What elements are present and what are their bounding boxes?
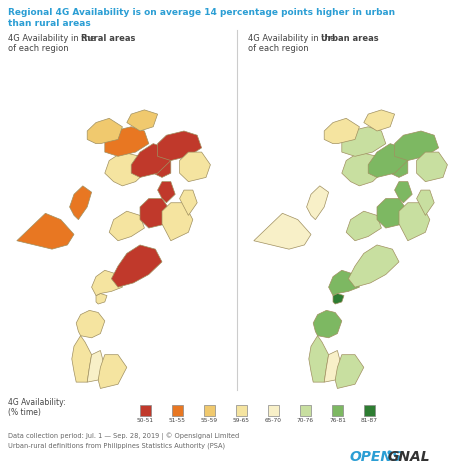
Polygon shape: [96, 293, 107, 304]
Text: 76-81: 76-81: [329, 418, 346, 422]
Polygon shape: [87, 118, 122, 144]
Polygon shape: [157, 182, 175, 203]
Text: OPENS: OPENS: [350, 450, 403, 464]
Polygon shape: [140, 199, 171, 228]
Text: of each region: of each region: [8, 44, 69, 53]
Text: 70-76: 70-76: [297, 418, 314, 422]
Text: 4G Availability:: 4G Availability:: [8, 398, 65, 407]
Bar: [268, 404, 279, 415]
Bar: [332, 404, 343, 415]
Polygon shape: [109, 211, 145, 241]
Polygon shape: [390, 156, 408, 177]
Polygon shape: [127, 110, 157, 131]
Polygon shape: [180, 190, 197, 215]
Polygon shape: [180, 152, 210, 182]
Polygon shape: [87, 350, 105, 382]
Polygon shape: [394, 131, 438, 160]
Polygon shape: [417, 190, 434, 215]
Text: 65-70: 65-70: [265, 418, 282, 422]
Text: GNAL: GNAL: [388, 450, 430, 464]
Text: Regional 4G Availability is on average 14 percentage points higher in urban: Regional 4G Availability is on average 1…: [8, 8, 395, 17]
Polygon shape: [335, 355, 364, 388]
Polygon shape: [111, 245, 162, 287]
Polygon shape: [91, 270, 122, 296]
Polygon shape: [105, 127, 149, 156]
Text: 4G Availability in the: 4G Availability in the: [248, 34, 338, 43]
Text: than rural areas: than rural areas: [8, 19, 91, 28]
Text: of each region: of each region: [248, 44, 309, 53]
Text: Data collection period: Jul. 1 — Sep. 28, 2019 | © Opensignal Limited
Urban-rura: Data collection period: Jul. 1 — Sep. 28…: [8, 432, 239, 449]
Bar: [300, 404, 311, 415]
Polygon shape: [307, 186, 328, 219]
Polygon shape: [76, 310, 105, 338]
Polygon shape: [377, 199, 408, 228]
Polygon shape: [72, 336, 91, 382]
Text: Rural areas: Rural areas: [81, 34, 136, 43]
Polygon shape: [364, 110, 394, 131]
Polygon shape: [153, 156, 171, 177]
Polygon shape: [348, 245, 399, 287]
Text: (% time): (% time): [8, 408, 41, 417]
Polygon shape: [342, 127, 386, 156]
Bar: [172, 404, 183, 415]
Text: 50-51: 50-51: [137, 418, 154, 422]
Bar: [236, 404, 247, 415]
Polygon shape: [157, 131, 201, 160]
Polygon shape: [342, 152, 386, 186]
Polygon shape: [333, 293, 344, 304]
Polygon shape: [131, 144, 171, 177]
Polygon shape: [105, 152, 149, 186]
Text: 81-87: 81-87: [361, 418, 378, 422]
Polygon shape: [368, 144, 408, 177]
Polygon shape: [254, 213, 311, 249]
Polygon shape: [346, 211, 382, 241]
Text: 4G Availability in the: 4G Availability in the: [8, 34, 98, 43]
Polygon shape: [70, 186, 91, 219]
Bar: [364, 404, 375, 415]
Polygon shape: [399, 203, 430, 241]
Text: 51-55: 51-55: [169, 418, 186, 422]
Polygon shape: [17, 213, 74, 249]
Text: 55-59: 55-59: [201, 418, 218, 422]
Polygon shape: [324, 350, 342, 382]
Polygon shape: [162, 203, 193, 241]
Polygon shape: [309, 336, 328, 382]
Polygon shape: [417, 152, 447, 182]
Polygon shape: [394, 182, 412, 203]
Polygon shape: [328, 270, 359, 296]
Bar: [204, 404, 215, 415]
Polygon shape: [98, 355, 127, 388]
Polygon shape: [324, 118, 359, 144]
Polygon shape: [313, 310, 342, 338]
Text: Urban areas: Urban areas: [321, 34, 379, 43]
Bar: [140, 404, 151, 415]
Text: 59-65: 59-65: [233, 418, 250, 422]
